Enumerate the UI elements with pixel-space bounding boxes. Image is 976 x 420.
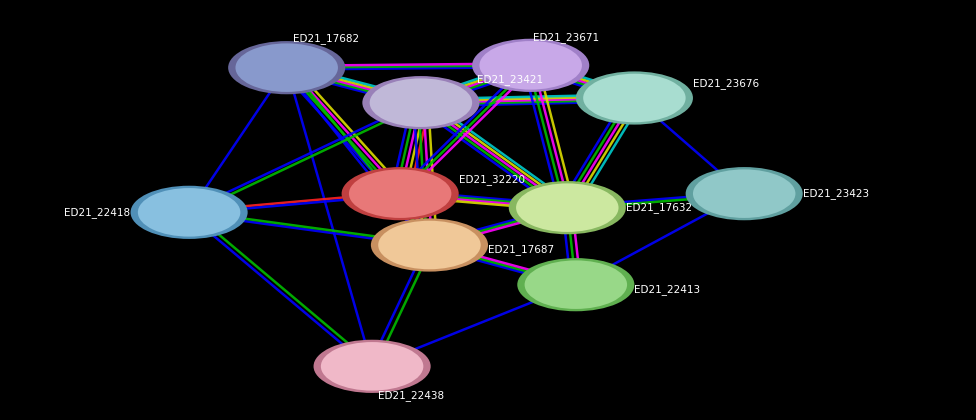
Ellipse shape <box>235 43 338 92</box>
Ellipse shape <box>371 218 488 272</box>
Ellipse shape <box>313 340 430 393</box>
Ellipse shape <box>342 167 459 220</box>
Text: ED21_23423: ED21_23423 <box>803 188 869 199</box>
Ellipse shape <box>576 71 693 125</box>
Ellipse shape <box>321 342 424 391</box>
Text: ED21_22418: ED21_22418 <box>64 207 131 218</box>
Ellipse shape <box>516 184 619 232</box>
Text: ED21_23421: ED21_23421 <box>477 74 544 85</box>
Ellipse shape <box>349 169 451 218</box>
Text: ED21_22438: ED21_22438 <box>379 390 444 401</box>
Text: ED21_22413: ED21_22413 <box>634 284 701 295</box>
Ellipse shape <box>693 169 795 218</box>
Ellipse shape <box>138 188 240 236</box>
Text: ED21_17687: ED21_17687 <box>488 244 554 255</box>
Ellipse shape <box>472 39 590 92</box>
Ellipse shape <box>508 181 626 234</box>
Text: ED21_32220: ED21_32220 <box>459 174 525 185</box>
Ellipse shape <box>525 260 628 309</box>
Ellipse shape <box>686 167 803 220</box>
Text: ED21_17632: ED21_17632 <box>626 202 692 213</box>
Ellipse shape <box>370 79 472 127</box>
Text: ED21_23676: ED21_23676 <box>693 79 759 89</box>
Ellipse shape <box>479 41 582 89</box>
Text: ED21_17682: ED21_17682 <box>293 33 359 44</box>
Ellipse shape <box>362 76 479 129</box>
Ellipse shape <box>379 221 481 269</box>
Text: ED21_23671: ED21_23671 <box>533 32 599 43</box>
Ellipse shape <box>584 74 686 122</box>
Ellipse shape <box>131 186 248 239</box>
Ellipse shape <box>228 41 346 94</box>
Ellipse shape <box>517 258 634 311</box>
